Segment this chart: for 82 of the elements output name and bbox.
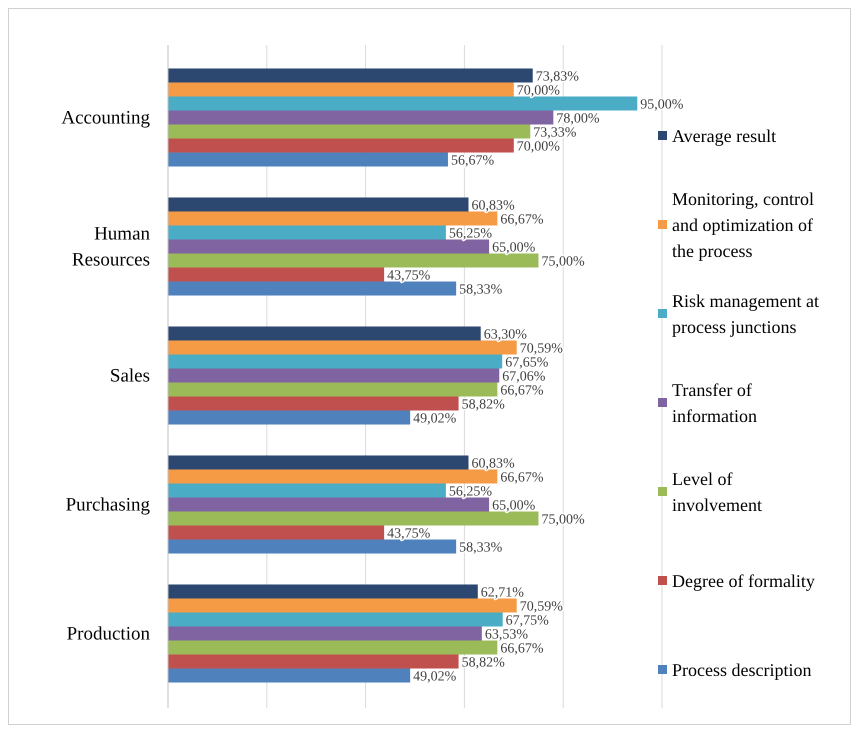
data-label: 58,82% bbox=[462, 398, 506, 413]
legend-label: Level of involvement bbox=[672, 469, 762, 515]
bar bbox=[168, 483, 446, 498]
data-label: 78,00% bbox=[556, 112, 600, 126]
data-label: 67,75% bbox=[506, 613, 550, 628]
y-tick-label: Purchasing bbox=[66, 494, 150, 516]
data-label: 49,02% bbox=[413, 412, 457, 427]
bar bbox=[168, 368, 500, 383]
bar bbox=[168, 410, 410, 425]
bar bbox=[168, 668, 410, 683]
data-label: 58,33% bbox=[459, 540, 503, 556]
bar bbox=[168, 138, 514, 153]
bar bbox=[168, 497, 490, 512]
bar bbox=[168, 512, 538, 526]
bar bbox=[168, 68, 533, 82]
data-label: 56,67% bbox=[450, 154, 494, 169]
data-label: 60,83% bbox=[472, 198, 515, 214]
data-label: 63,53% bbox=[484, 628, 528, 642]
bar bbox=[168, 211, 498, 226]
data-label: 95,00% bbox=[640, 97, 684, 112]
y-tick-label: Accounting bbox=[61, 108, 150, 128]
data-label: 43,75% bbox=[387, 268, 431, 284]
data-label: 67,65% bbox=[505, 355, 549, 370]
bar bbox=[168, 268, 384, 282]
data-label: 63,30% bbox=[484, 327, 528, 342]
data-label: 66,67% bbox=[500, 384, 544, 399]
legend-label: Transfer of information bbox=[672, 380, 757, 426]
data-label: 56,25% bbox=[448, 226, 492, 242]
data-label: 56,25% bbox=[448, 484, 492, 500]
bar bbox=[168, 540, 456, 554]
bar bbox=[168, 626, 482, 641]
data-label: 65,00% bbox=[492, 240, 536, 256]
data-label: 58,33% bbox=[459, 282, 503, 298]
data-label: 43,75% bbox=[387, 526, 431, 542]
data-label: 70,00% bbox=[516, 140, 560, 155]
bar bbox=[168, 254, 538, 268]
bar bbox=[168, 124, 530, 139]
legend-label: Process description bbox=[672, 660, 812, 680]
data-label: 67,06% bbox=[502, 370, 546, 384]
y-tick-label: Human Resources bbox=[72, 224, 150, 270]
data-label: 65,00% bbox=[492, 498, 536, 514]
legend-label: Monitoring, control and optimization of the process bbox=[672, 189, 814, 261]
bar bbox=[168, 526, 384, 540]
bar bbox=[168, 612, 503, 626]
data-label: 60,83% bbox=[472, 456, 515, 472]
data-label: 66,67% bbox=[500, 470, 544, 486]
bar bbox=[168, 598, 517, 612]
data-label: 62,71% bbox=[480, 585, 524, 600]
bar bbox=[168, 225, 446, 240]
bar bbox=[168, 469, 498, 484]
legend-label: Degree of formality bbox=[672, 571, 815, 591]
bar bbox=[168, 654, 459, 669]
data-label: 70,00% bbox=[516, 83, 560, 98]
bar bbox=[168, 197, 468, 212]
bar bbox=[168, 96, 638, 110]
data-label: 49,02% bbox=[413, 670, 457, 685]
data-label: 70,59% bbox=[520, 599, 564, 614]
bar bbox=[168, 340, 517, 354]
bar bbox=[168, 382, 498, 397]
bar bbox=[168, 326, 481, 340]
data-label: 75,00% bbox=[542, 512, 585, 528]
bar bbox=[168, 640, 498, 655]
legend-label: Risk management at process junctions bbox=[672, 291, 819, 337]
bar bbox=[168, 354, 502, 368]
bar bbox=[168, 239, 490, 254]
bar bbox=[168, 396, 459, 411]
data-label: 75,00% bbox=[542, 254, 585, 270]
data-label: 58,82% bbox=[462, 656, 506, 671]
bar bbox=[168, 455, 468, 470]
bar bbox=[168, 82, 514, 96]
y-tick-label: Sales bbox=[110, 366, 150, 386]
data-label: 73,83% bbox=[536, 69, 580, 84]
data-label: 66,67% bbox=[500, 212, 544, 228]
legend-label: Average result bbox=[672, 126, 776, 146]
bar bbox=[168, 282, 456, 296]
bar bbox=[168, 584, 478, 598]
y-tick-label: Production bbox=[66, 624, 150, 644]
data-label: 73,33% bbox=[533, 126, 577, 141]
bar bbox=[168, 152, 448, 167]
bar bbox=[168, 110, 554, 125]
data-label: 66,67% bbox=[500, 642, 544, 657]
data-label: 70,59% bbox=[520, 341, 564, 356]
